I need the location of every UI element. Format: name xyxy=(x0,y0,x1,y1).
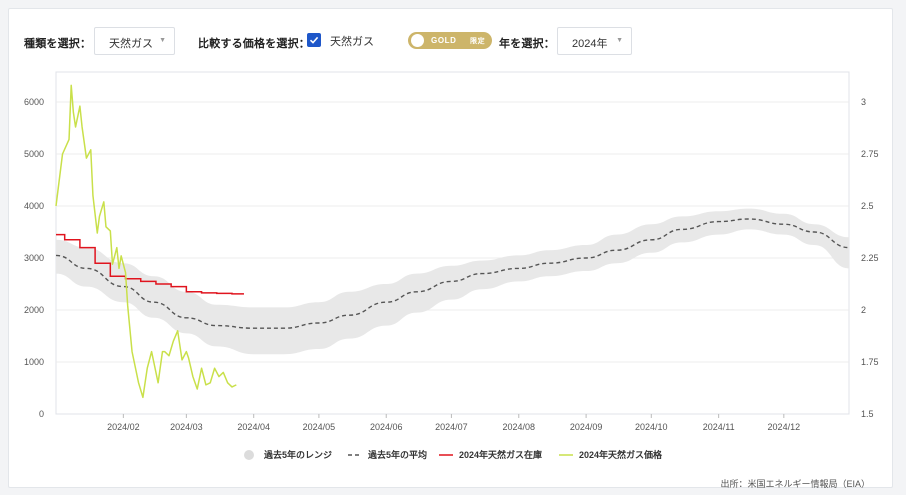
axes: 0 1000 2000 3000 4000 5000 6000 1.5 1.75 2 2.25 2.5… xyxy=(24,97,879,432)
compare-checkbox[interactable] xyxy=(307,33,321,47)
average-line xyxy=(55,218,850,329)
check-icon xyxy=(309,36,319,44)
year-select-label: 年を選択： xyxy=(499,38,555,50)
y-left-tick-label: 5000 xyxy=(24,149,44,159)
x-tick-label: 2024/02 xyxy=(107,422,140,432)
x-tick-label: 2024/04 xyxy=(237,422,270,432)
y-left-tick-label: 0 xyxy=(39,409,44,419)
y-left-tick-label: 6000 xyxy=(24,97,44,107)
price-line-path xyxy=(55,84,237,399)
x-tick-label: 2024/10 xyxy=(635,422,668,432)
x-tick-label: 2024/12 xyxy=(768,422,801,432)
x-tick-label: 2024/05 xyxy=(303,422,336,432)
y-right-tick-label: 2.75 xyxy=(861,149,879,159)
year-select-value: 2024年 xyxy=(572,38,608,50)
gold-badge-suffix: 限定 xyxy=(470,38,486,45)
legend-swatch-range xyxy=(244,450,254,460)
x-tick-label: 2024/08 xyxy=(502,422,535,432)
gold-badge-text: GOLD xyxy=(431,36,457,45)
y-right-tick-label: 2 xyxy=(861,305,866,315)
legend-label: 過去5年の平均 xyxy=(367,449,427,460)
type-select-label: 種類を選択： xyxy=(24,38,92,50)
natural-gas-chart: 0 1000 2000 3000 4000 5000 6000 1.5 1.75 2 2.25 2.5… xyxy=(24,71,879,460)
average-dashed-line xyxy=(55,218,850,329)
y-right-tick-label: 1.5 xyxy=(861,409,874,419)
source-note: 出所：米国エネルギー情報局（EIA） xyxy=(720,479,870,489)
plot-area xyxy=(55,71,850,415)
x-tick-label: 2024/11 xyxy=(703,422,735,432)
legend-label: 2024年天然ガス在庫 xyxy=(459,449,542,460)
range-band xyxy=(56,208,849,355)
y-left-tick-label: 3000 xyxy=(24,253,44,263)
y-right-tick-label: 2.25 xyxy=(861,253,879,263)
grid xyxy=(55,71,850,415)
type-select[interactable]: 天然ガス ▼ xyxy=(94,27,175,55)
x-tick-label: 2024/09 xyxy=(570,422,603,432)
legend-label: 2024年天然ガス価格 xyxy=(579,449,663,460)
y-right-tick-label: 1.75 xyxy=(861,357,879,367)
compare-label: 比較する価格を選択： xyxy=(198,38,310,50)
x-tick-label: 2024/07 xyxy=(435,422,468,432)
legend: 過去5年のレンジ 過去5年の平均 2024年天然ガス在庫 2024年天然ガス価格 xyxy=(244,449,663,460)
chevron-down-icon: ▼ xyxy=(616,37,623,44)
legend-label: 過去5年のレンジ xyxy=(263,449,332,460)
year-select[interactable]: 2024年 ▼ xyxy=(557,27,632,55)
chevron-down-icon: ▼ xyxy=(159,37,166,44)
inventory-line xyxy=(56,233,244,295)
price-line xyxy=(55,84,237,399)
y-right-tick-label: 2.5 xyxy=(861,201,874,211)
x-tick-label: 2024/03 xyxy=(170,422,203,432)
y-left-tick-label: 2000 xyxy=(24,305,44,315)
inventory-step-line xyxy=(56,233,244,295)
controls-bar: 種類を選択： 天然ガス ▼ 比較する価格を選択： 天然ガス GOLD 限定 年を… xyxy=(24,27,882,57)
gold-medal-icon xyxy=(411,34,424,47)
y-right-tick-label: 3 xyxy=(861,97,866,107)
gold-badge: GOLD 限定 xyxy=(408,32,492,49)
type-select-value: 天然ガス xyxy=(109,38,153,50)
y-left-tick-label: 1000 xyxy=(24,357,44,367)
compare-checkbox-label: 天然ガス xyxy=(330,36,374,48)
y-left-tick-label: 4000 xyxy=(24,201,44,211)
chart-panel: 種類を選択： 天然ガス ▼ 比較する価格を選択： 天然ガス GOLD 限定 年を… xyxy=(8,8,893,489)
range-band-area xyxy=(56,208,849,355)
x-tick-label: 2024/06 xyxy=(370,422,403,432)
